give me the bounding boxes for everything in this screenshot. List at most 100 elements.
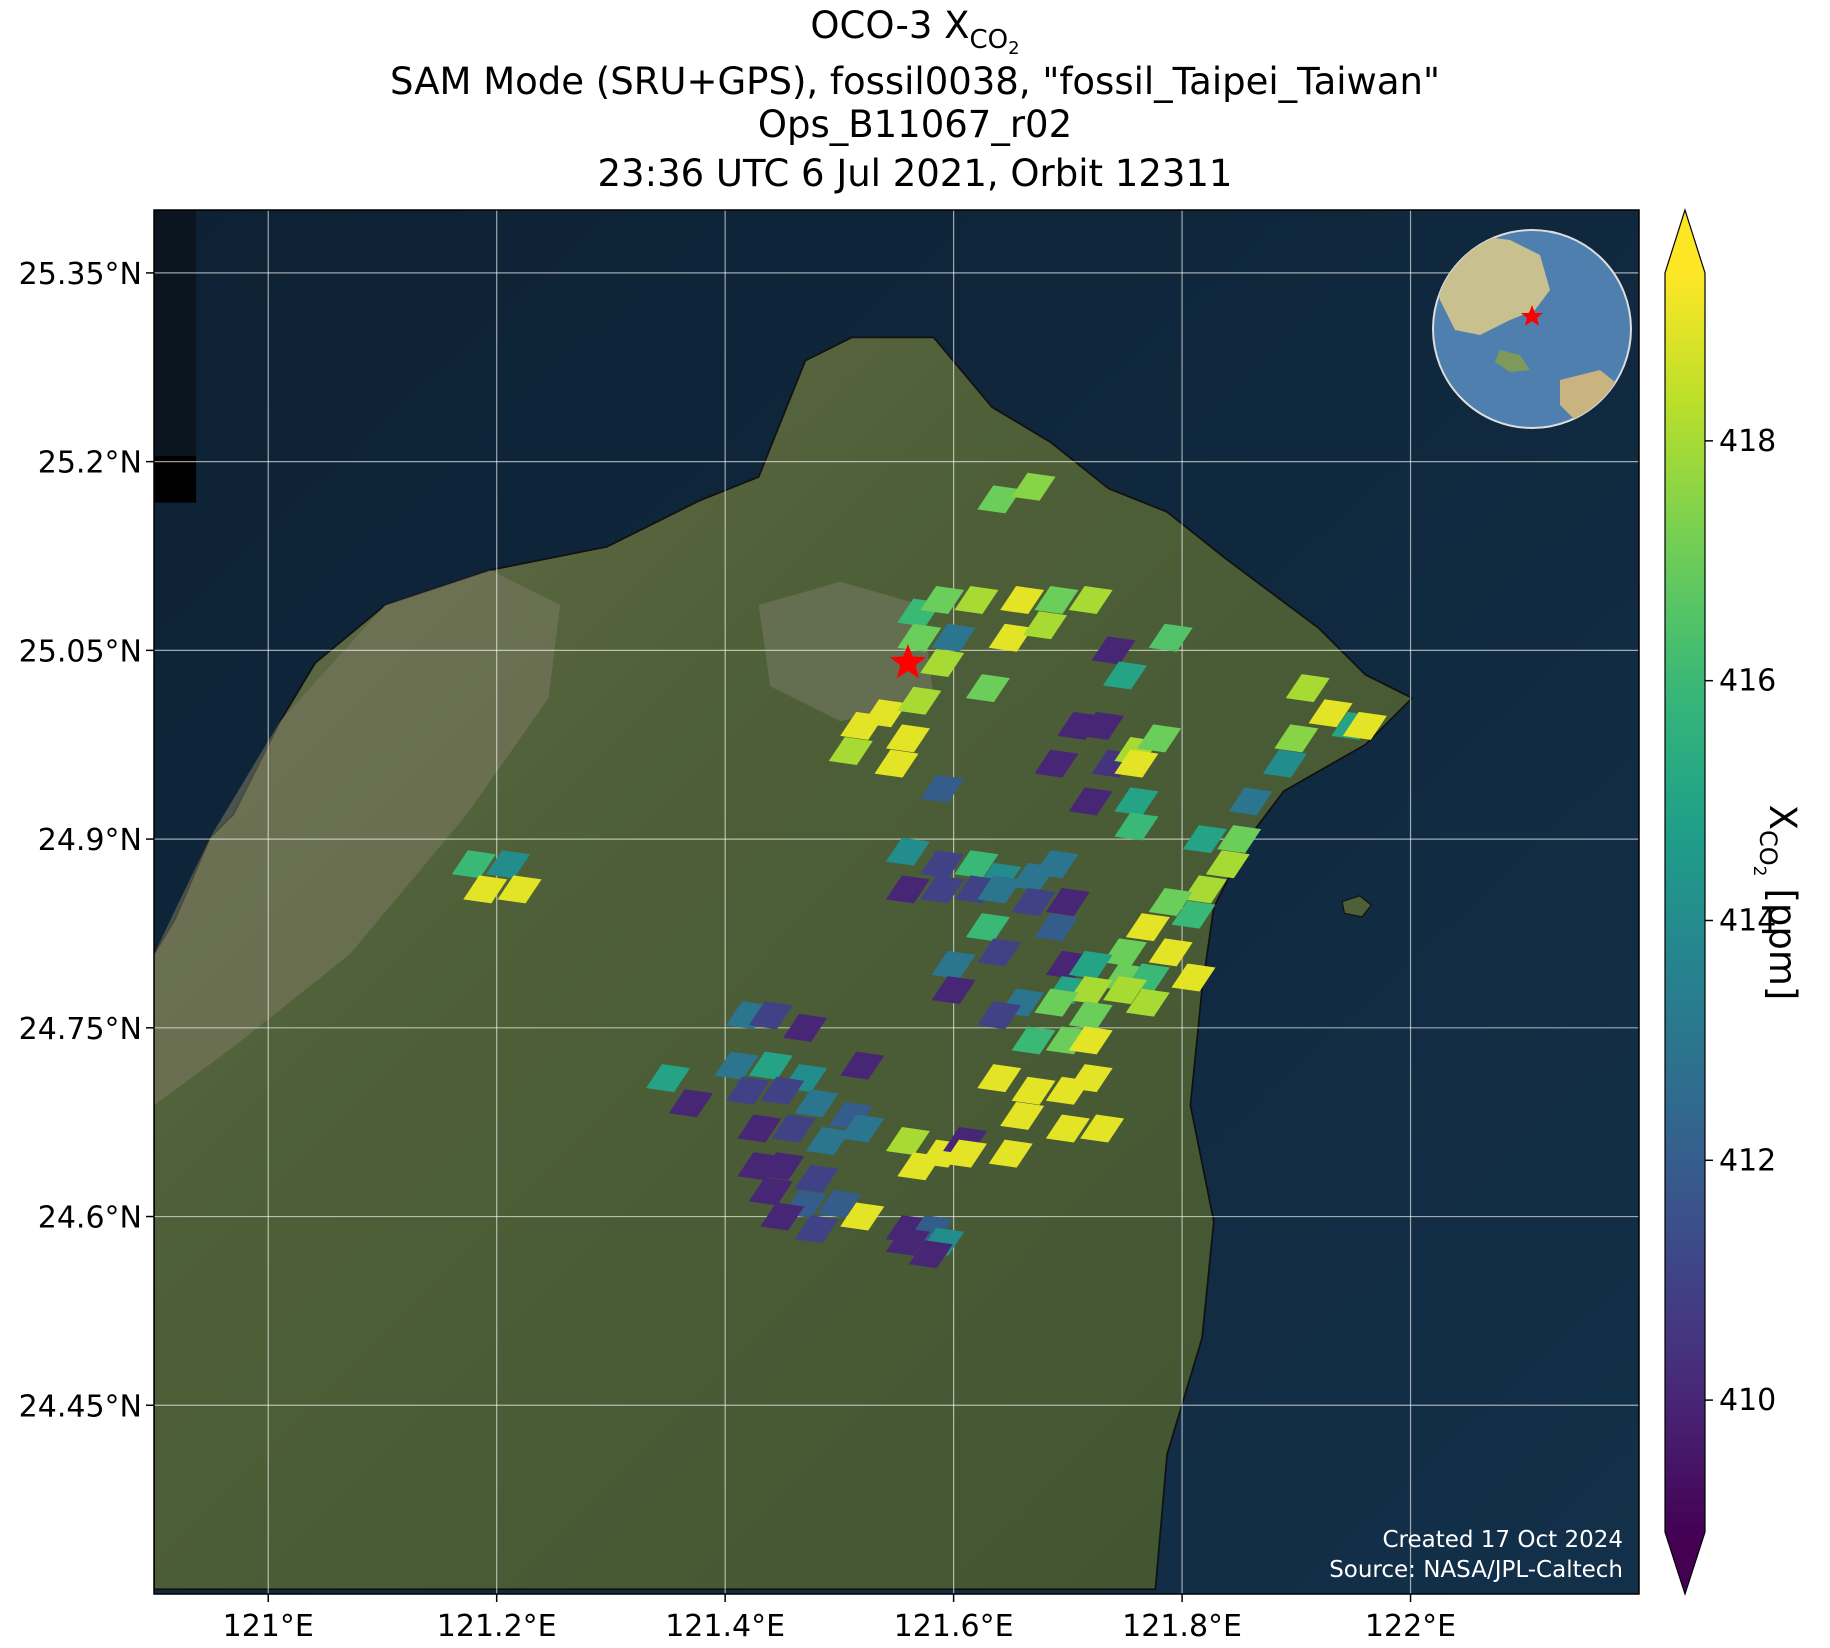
- sounding: [1125, 988, 1170, 1017]
- colorbar-tick-label: 416: [1719, 664, 1776, 699]
- sounding: [840, 1114, 885, 1143]
- y-tick-label: 25.05°N: [19, 634, 142, 669]
- title-line: OCO-3 XCO2: [810, 4, 1019, 59]
- colorbar-extend-max: [1665, 210, 1705, 273]
- title-text: OCO-3 X: [810, 4, 969, 47]
- sounding: [897, 686, 942, 715]
- sounding: [1262, 749, 1307, 778]
- sounding: [920, 774, 965, 803]
- sounding: [977, 938, 1022, 967]
- sounding: [840, 1202, 885, 1231]
- sounding: [1045, 950, 1090, 979]
- colorbar-body: [1665, 273, 1705, 1532]
- y-tick-label: 24.6°N: [38, 1201, 142, 1236]
- sounding: [1091, 636, 1136, 665]
- sounding: [1068, 1026, 1113, 1055]
- y-tick-label: 24.75°N: [19, 1012, 142, 1047]
- colorbar-label-sub: CO: [1754, 830, 1782, 866]
- sounding: [794, 1164, 839, 1193]
- x-tick-label: 121.4°E: [665, 1609, 785, 1644]
- sounding: [1102, 661, 1147, 690]
- sounding: [1034, 586, 1079, 615]
- title-subsub: 2: [1008, 38, 1019, 59]
- sounding: [1114, 749, 1159, 778]
- sounding: [943, 1139, 988, 1168]
- globe-land: [1433, 235, 1550, 335]
- sounding: [1114, 787, 1159, 816]
- sounding: [737, 1152, 782, 1181]
- colorbar-frame: [1664, 208, 1706, 1596]
- sounding: [748, 1001, 793, 1030]
- sounding: [1080, 1114, 1125, 1143]
- sounding: [1068, 787, 1113, 816]
- sounding: [920, 850, 965, 879]
- sounding: [760, 1152, 805, 1181]
- sounding: [988, 1139, 1033, 1168]
- x-tick-label: 121.2°E: [437, 1609, 557, 1644]
- sounding: [1034, 913, 1079, 942]
- sounding: [497, 875, 542, 904]
- sounding: [885, 1127, 930, 1156]
- city-area: [758, 581, 934, 722]
- soundings: [451, 472, 1387, 1269]
- sounding: [954, 875, 999, 904]
- title-line: 23:36 UTC 6 Jul 2021, Orbit 12311: [598, 152, 1233, 195]
- sounding: [1068, 586, 1113, 615]
- sounding: [954, 850, 999, 879]
- sounding: [1148, 623, 1193, 652]
- sounding: [1011, 472, 1056, 501]
- sounding: [1068, 1064, 1113, 1093]
- sounding: [805, 1127, 850, 1156]
- y-tick-label: 25.2°N: [38, 446, 142, 481]
- globe-land: [1495, 350, 1530, 372]
- sounding: [1034, 850, 1079, 879]
- sounding: [1080, 711, 1125, 740]
- sounding: [783, 1013, 828, 1042]
- colorbar-extend-min: [1665, 1532, 1705, 1594]
- y-tick-label: 24.45°N: [19, 1389, 142, 1424]
- sounding: [1011, 1026, 1056, 1055]
- sounding: [760, 1202, 805, 1231]
- sounding: [1182, 875, 1227, 904]
- sounding: [794, 1215, 839, 1244]
- sounding: [771, 1114, 816, 1143]
- sounding: [885, 837, 930, 866]
- sounding: [668, 1089, 713, 1118]
- sounding: [1068, 1001, 1113, 1030]
- basemap: Created 17 Oct 2024 Source: NASA/JPL-Calt…: [154, 210, 1639, 1594]
- colorbar-tick-label: 410: [1719, 1383, 1776, 1418]
- sounding: [1137, 724, 1182, 753]
- x-tick-label: 121.6°E: [894, 1609, 1014, 1644]
- sounding: [828, 737, 873, 766]
- sounding: [1148, 888, 1193, 916]
- sounding: [1217, 825, 1262, 854]
- sounding: [760, 1076, 805, 1105]
- sounding: [897, 623, 942, 652]
- colorbar: 410 412 414 416 418 XCO2 [ppm]: [1664, 208, 1804, 1596]
- sounding: [840, 1051, 885, 1080]
- sounding: [965, 913, 1010, 942]
- axes: 121°E 121.2°E 121.4°E 121.6°E 121.8°E 122°E 24…: [19, 257, 1456, 1644]
- colorbar-tick-label: 412: [1719, 1143, 1776, 1178]
- sounding: [794, 1089, 839, 1118]
- sounding: [1342, 711, 1387, 740]
- sounding: [931, 976, 976, 1005]
- title-line: Ops_B11067_r02: [758, 103, 1072, 146]
- sounding: [1000, 586, 1045, 615]
- sounding: [920, 875, 965, 904]
- sounding: [931, 623, 976, 652]
- sounding: [1171, 963, 1216, 992]
- x-tick-label: 121°E: [223, 1609, 314, 1644]
- sounding: [1045, 1026, 1090, 1055]
- credits: Created 17 Oct 2024 Source: NASA/JPL-Calt…: [1329, 1527, 1623, 1583]
- grid: [154, 210, 1639, 1594]
- credit: Created 17 Oct 2024: [1382, 1527, 1623, 1553]
- sounding: [646, 1064, 691, 1093]
- sounding: [1171, 900, 1216, 929]
- sounding: [451, 850, 496, 879]
- sounding: [1228, 787, 1273, 816]
- sounding: [874, 749, 919, 778]
- sounding: [1000, 1101, 1045, 1130]
